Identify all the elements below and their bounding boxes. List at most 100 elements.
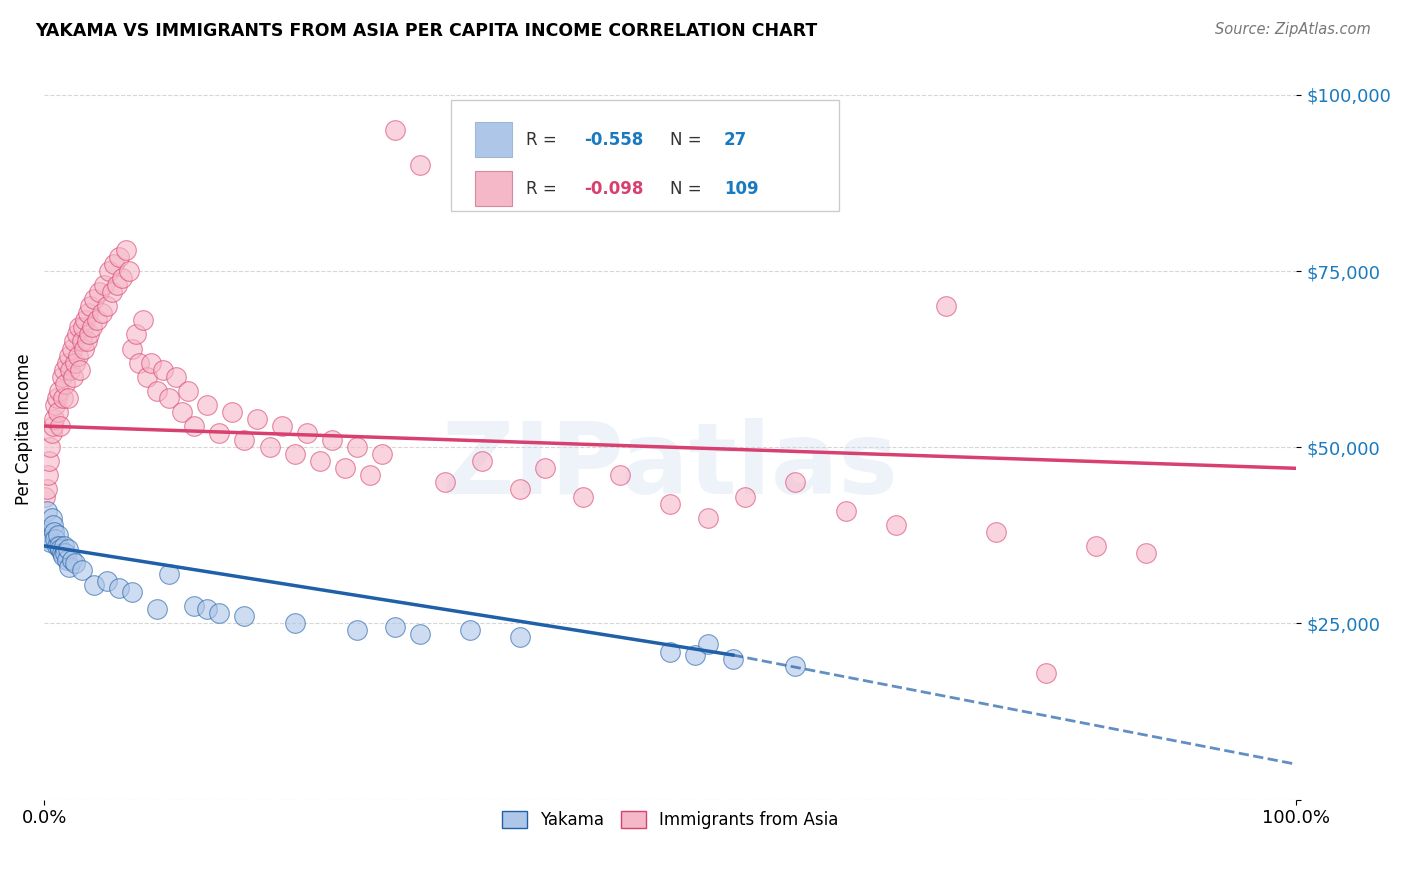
Point	[609, 468, 631, 483]
Point	[246, 412, 269, 426]
Point	[66, 327, 89, 342]
Point	[208, 426, 231, 441]
Text: -0.098: -0.098	[583, 180, 643, 198]
Point	[359, 468, 381, 483]
Point	[51, 546, 73, 560]
Point	[45, 391, 67, 405]
Point	[884, 517, 907, 532]
Point	[39, 535, 62, 549]
Text: R =: R =	[526, 180, 562, 198]
Point	[96, 299, 118, 313]
Point	[146, 384, 169, 398]
Point	[53, 362, 76, 376]
Point	[79, 299, 101, 313]
Point	[41, 426, 63, 441]
Point	[44, 532, 66, 546]
Text: YAKAMA VS IMMIGRANTS FROM ASIA PER CAPITA INCOME CORRELATION CHART: YAKAMA VS IMMIGRANTS FROM ASIA PER CAPIT…	[35, 22, 817, 40]
Point	[105, 278, 128, 293]
Point	[935, 299, 957, 313]
Point	[108, 581, 131, 595]
Point	[1085, 539, 1108, 553]
Point	[659, 497, 682, 511]
Point	[114, 243, 136, 257]
Point	[157, 567, 180, 582]
Point	[46, 528, 69, 542]
Text: 27: 27	[724, 131, 748, 149]
Point	[157, 391, 180, 405]
Text: -0.558: -0.558	[583, 131, 643, 149]
Point	[984, 524, 1007, 539]
Y-axis label: Per Capita Income: Per Capita Income	[15, 354, 32, 506]
Point	[70, 334, 93, 349]
Point	[98, 264, 121, 278]
Point	[165, 369, 187, 384]
Point	[409, 158, 432, 172]
Point	[62, 369, 84, 384]
Point	[696, 510, 718, 524]
Point	[80, 320, 103, 334]
Text: 109: 109	[724, 180, 759, 198]
Point	[346, 440, 368, 454]
Point	[60, 342, 83, 356]
Legend: Yakama, Immigrants from Asia: Yakama, Immigrants from Asia	[495, 804, 845, 836]
Point	[83, 577, 105, 591]
Point	[1035, 665, 1057, 680]
Point	[42, 517, 65, 532]
Point	[34, 490, 56, 504]
Point	[48, 539, 70, 553]
Point	[458, 624, 481, 638]
Point	[49, 419, 72, 434]
Point	[111, 271, 134, 285]
Point	[37, 468, 59, 483]
Point	[55, 553, 77, 567]
Point	[721, 651, 744, 665]
Point	[121, 342, 143, 356]
Point	[471, 454, 494, 468]
Point	[66, 349, 89, 363]
Point	[146, 602, 169, 616]
Point	[100, 285, 122, 300]
Point	[76, 334, 98, 349]
Point	[73, 342, 96, 356]
Point	[384, 620, 406, 634]
Point	[35, 483, 58, 497]
FancyBboxPatch shape	[475, 122, 512, 157]
Point	[571, 490, 593, 504]
Point	[118, 264, 141, 278]
Point	[37, 524, 59, 539]
Point	[108, 250, 131, 264]
Point	[38, 532, 60, 546]
Text: Source: ZipAtlas.com: Source: ZipAtlas.com	[1215, 22, 1371, 37]
Point	[77, 306, 100, 320]
Point	[41, 510, 63, 524]
Point	[65, 356, 87, 370]
Point	[152, 362, 174, 376]
Point	[48, 384, 70, 398]
Point	[208, 606, 231, 620]
Point	[170, 405, 193, 419]
Point	[55, 546, 77, 560]
Point	[56, 391, 79, 405]
Point	[52, 549, 75, 564]
Point	[221, 405, 243, 419]
Point	[696, 638, 718, 652]
Point	[69, 362, 91, 376]
Point	[685, 648, 707, 662]
Point	[58, 349, 80, 363]
Point	[259, 440, 281, 454]
Point	[433, 475, 456, 490]
FancyBboxPatch shape	[451, 100, 839, 211]
Point	[42, 524, 65, 539]
Point	[183, 419, 205, 434]
Point	[39, 440, 62, 454]
Point	[72, 320, 94, 334]
Point	[785, 658, 807, 673]
Point	[56, 542, 79, 557]
Point	[46, 405, 69, 419]
Point	[121, 584, 143, 599]
Point	[135, 369, 157, 384]
Point	[509, 631, 531, 645]
Point	[70, 564, 93, 578]
Point	[132, 313, 155, 327]
Point	[384, 123, 406, 137]
